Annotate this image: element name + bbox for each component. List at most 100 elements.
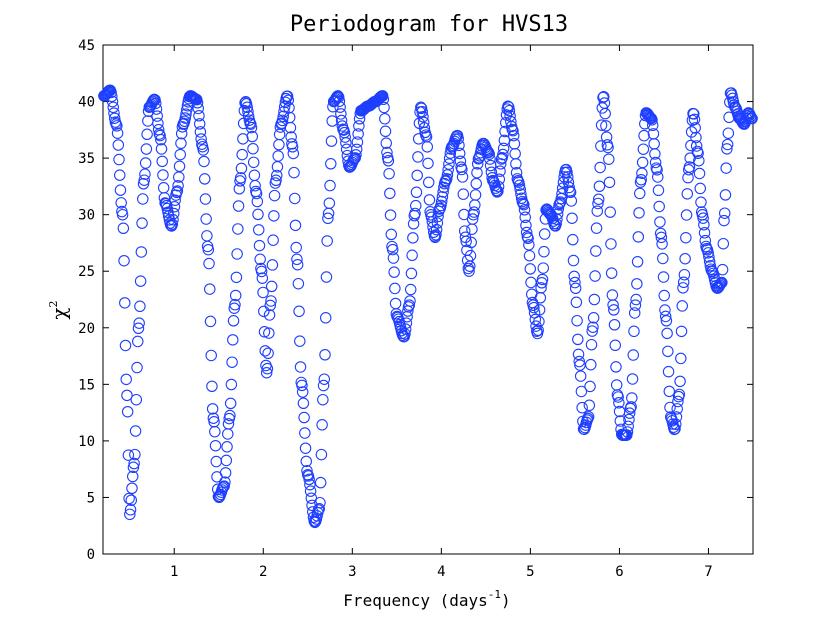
data-point [388,266,400,278]
data-point [677,276,690,289]
data-point [621,426,634,438]
data-point [263,327,275,339]
data-point [319,348,331,361]
data-point [117,222,130,235]
data-point [655,231,668,244]
data-point [440,172,453,185]
data-point [513,179,526,192]
data-point [718,214,730,227]
data-point [113,169,126,181]
data-point [453,147,466,160]
data-point [441,169,454,181]
data-point [716,263,729,276]
y-tick-label: 30 [78,208,95,224]
data-point [603,176,616,189]
data-point [471,158,484,170]
data-point [669,423,681,435]
data-point [692,147,704,160]
data-point [219,467,232,479]
data-point [680,209,693,221]
data-point [137,193,149,205]
data-point [320,271,333,283]
data-point [468,206,480,218]
data-point [133,317,145,329]
data-point [195,133,207,145]
x-tick-label: 2 [259,564,267,580]
data-point [171,185,184,197]
data-point [225,378,238,391]
data-point [679,252,691,265]
data-point [585,358,597,371]
data-point [469,189,482,201]
data-point [575,385,588,398]
data-point [377,93,390,106]
data-point [644,111,656,123]
data-point [465,236,477,249]
data-point [430,223,443,236]
data-point [418,122,431,134]
data-point [249,179,261,192]
data-point [351,136,364,148]
data-point [318,373,331,385]
data-point [607,299,619,311]
data-point [120,373,132,386]
data-point [317,379,330,392]
data-point [510,158,522,170]
data-point [673,388,686,401]
data-point [438,181,450,194]
y-axis-ticks: 0 5 10 15 20 25 30 35 40 45 [78,38,753,563]
data-point [720,162,732,174]
data-point [340,137,352,149]
data-point [312,504,325,516]
data-point [597,91,609,104]
x-tick-label: 1 [170,564,178,580]
data-point [191,97,204,109]
data-point [569,282,582,294]
data-series-chi2 [98,84,758,529]
data-point [470,177,483,190]
data-point [628,307,641,319]
data-point [226,356,238,368]
data-point [121,405,134,418]
data-point [324,179,336,192]
data-point [675,352,687,365]
data-point [680,231,692,244]
data-point [626,373,639,385]
data-point [654,216,666,228]
data-point [703,251,715,263]
data-point [287,147,300,160]
data-point [112,139,125,151]
data-point [520,219,532,232]
data-point [180,108,192,120]
data-point [101,86,114,99]
data-point [493,173,506,186]
data-point [405,267,418,280]
data-point [286,141,299,153]
data-point [140,143,153,155]
data-point [108,107,120,119]
data-point [485,166,498,178]
data-point [292,277,305,290]
data-point [136,217,148,229]
data-point [247,156,260,169]
data-point [538,228,551,240]
data-point [352,128,364,140]
data-point [333,95,346,107]
data-point [268,210,280,222]
data-point [584,380,596,393]
data-point [507,124,519,137]
data-point [253,239,266,252]
data-point [127,461,140,474]
data-point [657,271,670,283]
data-point [625,401,637,413]
data-point [453,139,465,152]
data-point [244,117,256,129]
data-point [519,211,531,224]
data-point [270,169,283,182]
data-point [698,227,711,239]
data-point [247,142,259,155]
data-point [283,102,295,114]
data-point [502,101,515,113]
data-point [193,118,206,130]
data-point [379,125,392,138]
